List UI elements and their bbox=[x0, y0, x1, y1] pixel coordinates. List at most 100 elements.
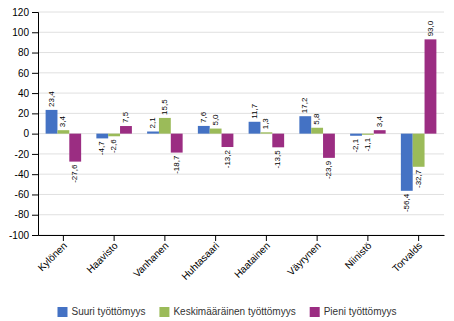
data-label: -2,1 bbox=[351, 138, 360, 152]
y-tick-mark bbox=[32, 113, 38, 114]
data-label: 7,6 bbox=[199, 111, 208, 123]
y-tick-mark bbox=[32, 235, 38, 236]
x-axis: Kylönen Haavisto VanhanenHuhtasaari Haatain… bbox=[36, 235, 445, 282]
y-tick: -60 bbox=[15, 189, 38, 200]
x-tick-mark bbox=[164, 235, 165, 241]
bar bbox=[401, 134, 413, 191]
y-tick-mark bbox=[32, 12, 38, 13]
x-tick-label: Niinistö bbox=[343, 240, 374, 271]
data-label: 5,0 bbox=[211, 114, 220, 126]
bar bbox=[425, 39, 437, 133]
bar-series bbox=[57, 118, 424, 167]
data-label: 17,2 bbox=[300, 97, 309, 113]
bar bbox=[159, 118, 171, 134]
bar bbox=[299, 116, 311, 133]
data-label: -23,9 bbox=[324, 160, 333, 179]
y-tick-label: -60 bbox=[15, 189, 30, 200]
y-tick-mark bbox=[32, 134, 38, 135]
x-tick: Haavisto bbox=[84, 235, 120, 275]
y-tick-label: 40 bbox=[18, 88, 30, 99]
legend-label: Suuri työttömyys bbox=[71, 306, 145, 317]
x-tick-label: Vanhanen bbox=[131, 240, 170, 279]
x-tick-mark bbox=[367, 235, 368, 241]
x-tick: Torvalds bbox=[390, 235, 424, 274]
x-tick-mark bbox=[63, 235, 64, 241]
y-tick: 100 bbox=[12, 27, 38, 38]
data-label: 3,4 bbox=[58, 116, 67, 128]
y-tick: -100 bbox=[9, 230, 38, 241]
legend-item: Pieni työttömyys bbox=[310, 306, 397, 317]
x-tick-mark bbox=[215, 235, 216, 241]
bar bbox=[272, 134, 284, 148]
y-tick: 40 bbox=[18, 88, 38, 99]
y-tick-mark bbox=[32, 154, 38, 155]
bar bbox=[171, 134, 183, 153]
data-label: 11,7 bbox=[250, 103, 259, 119]
x-tick: Haatainen bbox=[232, 235, 272, 280]
x-tick-mark bbox=[266, 235, 267, 241]
y-tick-mark bbox=[32, 53, 38, 54]
bar bbox=[96, 134, 108, 139]
y-tick-label: -20 bbox=[15, 149, 30, 160]
legend-label: Pieni työttömyys bbox=[324, 306, 397, 317]
legend-swatch bbox=[159, 307, 169, 317]
data-labels: 23,4-4,72,17,611,717,2-2,1-56,43,4-2,615… bbox=[47, 20, 435, 212]
bar bbox=[362, 134, 374, 135]
x-tick: Kylönen bbox=[36, 235, 69, 273]
grid-line bbox=[38, 194, 444, 195]
y-tick-label: 0 bbox=[23, 128, 29, 139]
data-label: 15,5 bbox=[160, 99, 169, 115]
bar bbox=[120, 126, 132, 134]
data-label: 23,4 bbox=[47, 91, 56, 107]
bar bbox=[69, 134, 81, 162]
y-tick: 80 bbox=[18, 47, 38, 58]
bar bbox=[260, 132, 272, 133]
legend-item: Keskimääräinen työttömyys bbox=[159, 306, 295, 317]
bar bbox=[413, 134, 425, 167]
y-tick: -80 bbox=[15, 209, 38, 220]
x-tick: Väyrynen bbox=[285, 235, 323, 278]
x-tick-label: Torvalds bbox=[390, 240, 424, 274]
x-tick-label: Haavisto bbox=[84, 240, 120, 276]
bar bbox=[147, 132, 159, 134]
bar-series bbox=[46, 110, 413, 191]
bar bbox=[108, 134, 120, 137]
grid-line bbox=[38, 113, 444, 114]
y-axis: -100-80-60-40-20020406080100120 bbox=[9, 7, 39, 241]
legend-swatch bbox=[310, 307, 320, 317]
y-tick-label: -100 bbox=[9, 230, 29, 241]
data-label: -56,4 bbox=[402, 193, 411, 212]
y-tick-mark bbox=[32, 93, 38, 94]
y-tick: 60 bbox=[18, 68, 38, 79]
x-tick-label: Huhtasaari bbox=[179, 240, 221, 282]
x-axis-line bbox=[39, 235, 445, 236]
grid-line bbox=[38, 72, 444, 73]
bar bbox=[323, 134, 335, 158]
y-tick-label: 80 bbox=[18, 47, 30, 58]
y-tick-mark bbox=[32, 73, 38, 74]
grid-line bbox=[38, 12, 444, 13]
y-axis-line bbox=[32, 13, 39, 236]
y-tick-label: 60 bbox=[18, 68, 30, 79]
bar bbox=[210, 129, 222, 134]
bar bbox=[198, 126, 210, 134]
x-tick-label: Kylönen bbox=[36, 240, 69, 273]
x-tick-mark bbox=[114, 235, 115, 241]
grid bbox=[38, 12, 444, 235]
legend: Suuri työttömyys Keskimääräinen työttömyy… bbox=[57, 306, 396, 317]
bar bbox=[222, 134, 234, 147]
bar bbox=[46, 110, 58, 134]
bar bbox=[350, 134, 362, 136]
x-tick-label: Haatainen bbox=[232, 240, 272, 280]
x-tick-mark bbox=[317, 235, 318, 241]
legend-item: Suuri työttömyys bbox=[57, 306, 145, 317]
data-label: 3,4 bbox=[375, 116, 384, 128]
bar bbox=[374, 130, 386, 133]
y-tick: -40 bbox=[15, 169, 38, 180]
data-label: 7,5 bbox=[121, 111, 130, 123]
y-tick-label: 120 bbox=[12, 7, 29, 18]
y-tick-mark bbox=[32, 194, 38, 195]
plot: -100-80-60-40-20020406080100120KylönenHa… bbox=[9, 7, 445, 282]
data-label: 2,1 bbox=[148, 117, 157, 129]
y-tick: -20 bbox=[15, 149, 38, 160]
